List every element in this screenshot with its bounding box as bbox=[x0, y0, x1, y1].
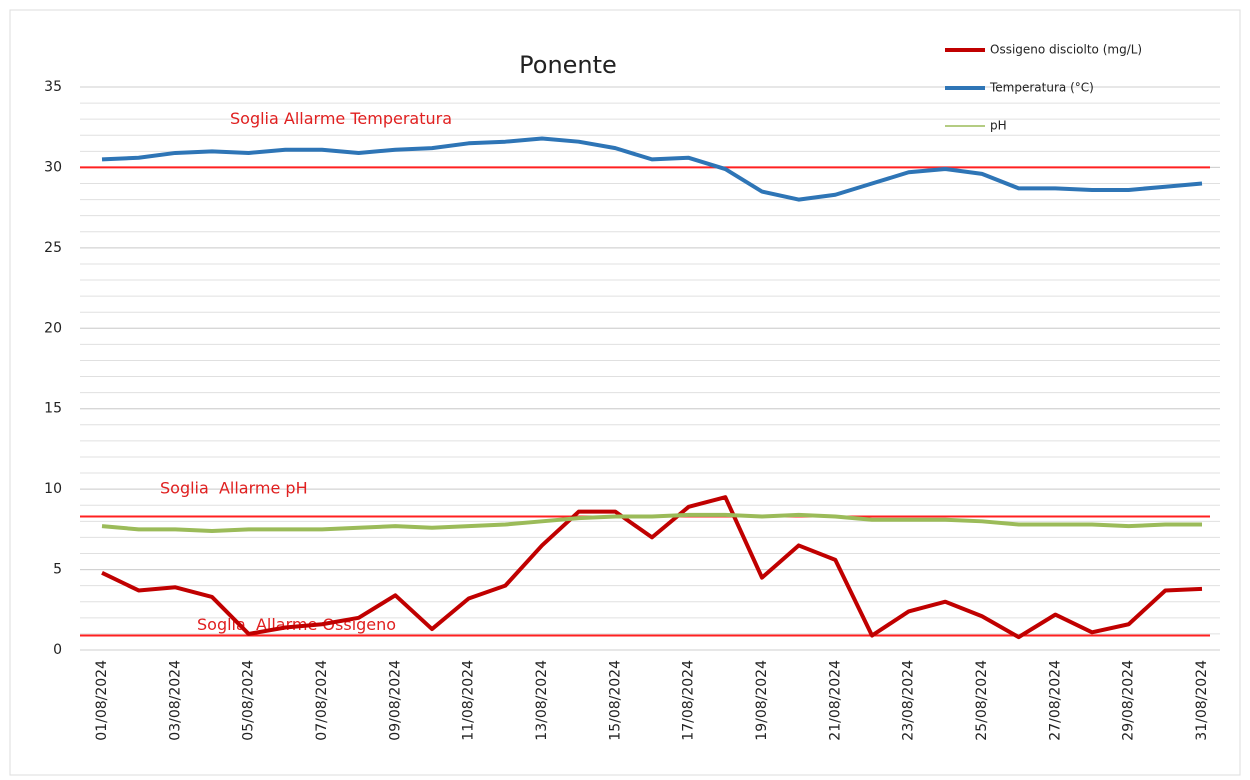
legend-label: Temperatura (°C) bbox=[989, 81, 1094, 95]
legend-label: Ossigeno disciolto (mg/L) bbox=[990, 43, 1142, 57]
y-tick-label: 15 bbox=[44, 401, 62, 417]
x-tick-label: 03/08/2024 bbox=[167, 660, 183, 741]
y-tick-label: 5 bbox=[53, 562, 62, 578]
x-tick-label: 09/08/2024 bbox=[387, 660, 403, 741]
series-line bbox=[101, 495, 1203, 640]
x-tick-label: 23/08/2024 bbox=[901, 660, 917, 741]
threshold-label: Soglia Allarme Ossigeno bbox=[197, 615, 396, 634]
x-tick-label: 29/08/2024 bbox=[1121, 660, 1137, 741]
x-tick-label: 15/08/2024 bbox=[607, 660, 623, 741]
x-tick-label: 31/08/2024 bbox=[1194, 660, 1210, 741]
x-tick-label: 01/08/2024 bbox=[94, 660, 110, 741]
y-tick-label: 25 bbox=[44, 240, 62, 256]
series-line bbox=[101, 512, 1202, 533]
threshold-label: Soglia Allarme Temperatura bbox=[230, 109, 452, 128]
x-tick-label: 27/08/2024 bbox=[1047, 660, 1063, 741]
x-tick-label: 11/08/2024 bbox=[461, 660, 477, 741]
x-tick-label: 25/08/2024 bbox=[974, 660, 990, 741]
x-tick-label: 05/08/2024 bbox=[241, 660, 257, 741]
y-tick-label: 20 bbox=[44, 320, 62, 336]
x-tick-label: 07/08/2024 bbox=[314, 660, 330, 741]
chart-title: Ponente bbox=[519, 51, 617, 79]
x-tick-label: 21/08/2024 bbox=[827, 660, 843, 741]
threshold-label: Soglia Allarme pH bbox=[160, 479, 308, 498]
x-tick-label: 19/08/2024 bbox=[754, 660, 770, 741]
legend-label: pH bbox=[990, 119, 1007, 133]
y-tick-label: 35 bbox=[44, 79, 62, 95]
y-tick-label: 0 bbox=[53, 642, 62, 658]
x-tick-label: 13/08/2024 bbox=[534, 660, 550, 741]
series-line bbox=[101, 136, 1203, 202]
x-tick-label: 17/08/2024 bbox=[681, 660, 697, 741]
y-tick-label: 10 bbox=[44, 481, 62, 497]
y-tick-label: 30 bbox=[44, 159, 62, 175]
